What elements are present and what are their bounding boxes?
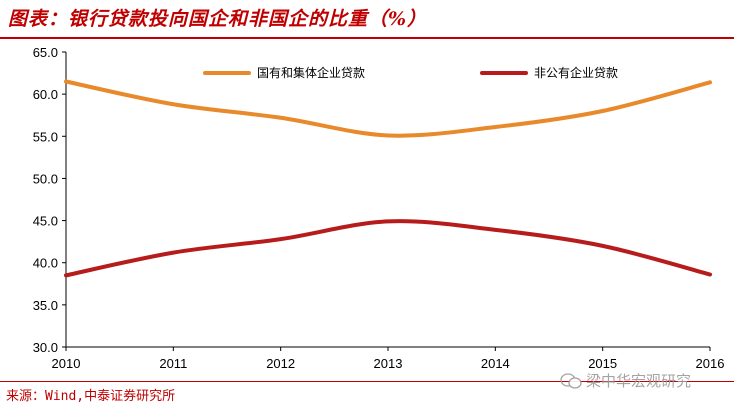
wechat-icon xyxy=(560,372,582,389)
x-tick-label: 2011 xyxy=(159,356,187,371)
y-tick-label: 40.0 xyxy=(33,256,58,271)
chart-legend: 国有和集体企业贷款 非公有企业贷款 xyxy=(203,65,618,80)
series-line-1 xyxy=(64,79,712,138)
y-tick-label: 55.0 xyxy=(33,129,58,144)
legend-label-1: 国有和集体企业贷款 xyxy=(257,65,365,80)
y-tick-label: 35.0 xyxy=(33,298,58,313)
x-tick-label: 2010 xyxy=(52,356,81,371)
y-axis-ticks: 30.0 35.0 40.0 45.0 50.0 55.0 60.0 65.0 xyxy=(33,45,66,355)
x-axis-ticks: 2010 2011 2012 2013 2014 2015 2016 xyxy=(52,347,725,371)
line-chart: 30.035.040.045.050.055.060.065.0 2010 201… xyxy=(33,45,725,371)
source-divider xyxy=(0,381,734,382)
source-note: 来源：Wind,中泰证券研究所 xyxy=(6,389,176,404)
y-tick-label: 45.0 xyxy=(33,214,58,229)
x-tick-label: 2016 xyxy=(696,356,725,371)
y-tick-label: 30.0 xyxy=(33,340,58,355)
chart-axes xyxy=(65,52,710,348)
x-tick-label: 2013 xyxy=(374,356,403,371)
x-tick-label: 2014 xyxy=(481,356,510,371)
x-tick-label: 2015 xyxy=(588,356,617,371)
y-tick-label: 60.0 xyxy=(33,87,58,102)
x-tick-label: 2012 xyxy=(266,356,295,371)
watermark: 梁中华宏观研究 xyxy=(560,370,691,391)
y-tick-label: 50.0 xyxy=(33,171,58,186)
series-lines xyxy=(64,79,712,278)
y-tick-label: 65.0 xyxy=(33,45,58,60)
series-line-2 xyxy=(64,219,712,278)
title-divider xyxy=(0,37,734,39)
legend-label-2: 非公有企业贷款 xyxy=(534,65,618,80)
watermark-text: 梁中华宏观研究 xyxy=(586,372,692,390)
chart-title: 图表：银行贷款投向国企和非国企的比重（%） xyxy=(8,8,428,30)
